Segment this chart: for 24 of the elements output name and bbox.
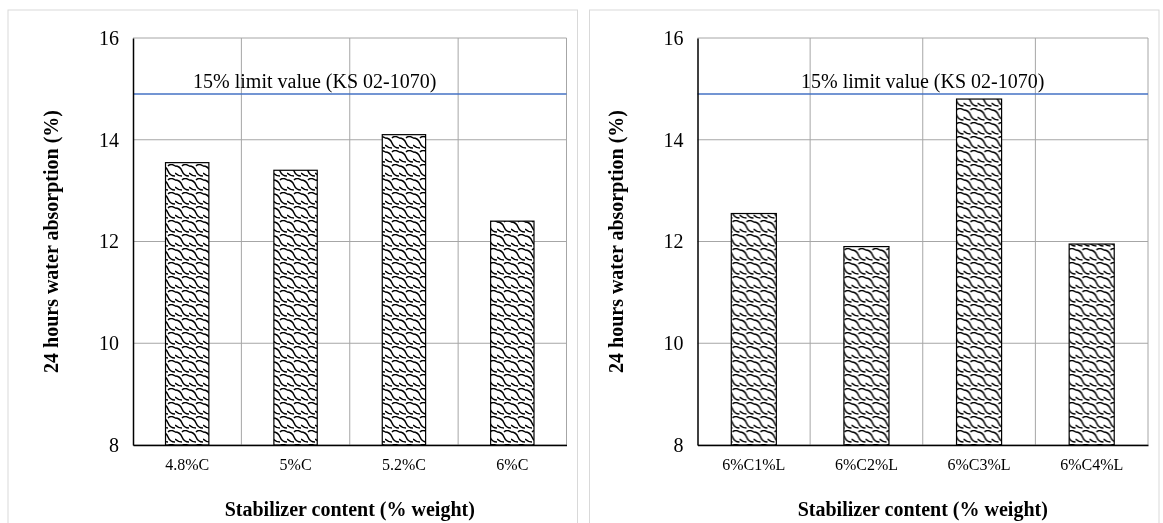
y-tick-label: 16	[99, 26, 119, 49]
x-tick-label: 4.8%C	[165, 456, 210, 474]
y-tick-label: 8	[673, 433, 684, 456]
y-tick-label: 12	[99, 230, 119, 253]
x-tick-label: 6%C	[496, 456, 529, 474]
y-tick-label: 14	[663, 128, 684, 151]
x-tick-label: 6%C1%L	[722, 456, 786, 474]
y-tick-label: 14	[99, 128, 119, 151]
ref-line-label: 15% limit value (KS 02-1070)	[193, 69, 437, 93]
x-axis-title: Stabilizer content (% weight)	[797, 498, 1048, 521]
x-tick-label: 5.2%C	[381, 456, 426, 474]
y-axis-title: 24 hours water absorption (%)	[604, 110, 628, 373]
y-tick-label: 12	[663, 230, 684, 253]
y-tick-label: 16	[663, 26, 684, 49]
ref-line-label: 15% limit value (KS 02-1070)	[801, 69, 1045, 93]
x-tick-label: 6%C3%L	[947, 456, 1011, 474]
y-axis-title: 24 hours water absorption (%)	[40, 110, 63, 373]
x-axis-title: Stabilizer content (% weight)	[224, 498, 475, 521]
x-tick-label: 5%C	[279, 456, 312, 474]
x-tick-label: 6%C2%L	[834, 456, 898, 474]
y-tick-label: 8	[109, 433, 119, 456]
y-tick-label: 10	[663, 332, 684, 355]
y-tick-label: 10	[99, 332, 119, 355]
x-tick-label: 6%C4%L	[1060, 456, 1124, 474]
